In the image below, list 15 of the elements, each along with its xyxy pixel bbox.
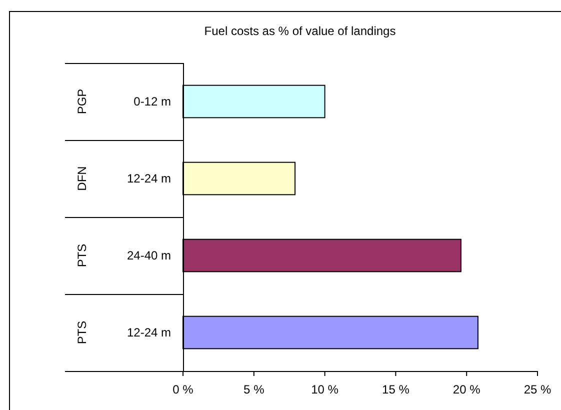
y2-tick-label: PGP [75,88,90,114]
y2-tick-label: DFN [75,166,90,191]
y-tick-label: 0-12 m [134,94,171,109]
y2-tick-label: PTS [75,244,90,268]
y-tick-label: 12-24 m [126,326,171,340]
y2-tick-label: PTS [75,320,90,344]
x-tick-label: 25 % [524,382,552,396]
x-tick-label: 5 % [244,382,265,396]
x-tick-label: 0 % [172,382,194,396]
y-tick-label: 24-40 m [126,248,171,263]
x-tick-label: 10 % [311,382,339,396]
y-tick-label: 12-24 m [126,172,171,186]
x-tick-label: 20 % [452,382,481,396]
chart-title: Fuel costs as % of value of landings [204,24,396,38]
x-tick-label: 15 % [382,382,410,396]
